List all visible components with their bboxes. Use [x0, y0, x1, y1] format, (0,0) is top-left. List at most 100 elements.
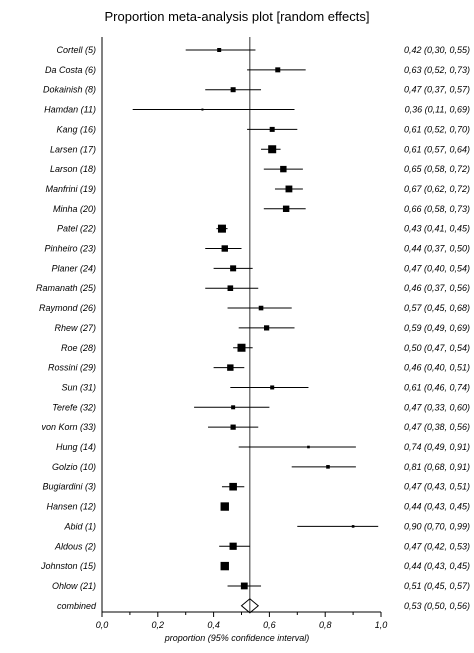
point-estimate	[220, 502, 229, 511]
point-estimate	[351, 525, 355, 528]
estimate-ci-label: 0,59 (0,49, 0,69)	[404, 323, 470, 333]
study-name: Johnston (15)	[40, 561, 96, 571]
study-row: Hansen (12) 0,44 (0,43, 0,45)	[46, 502, 470, 512]
study-row: Larsen (17) 0,61 (0,57, 0,64)	[50, 144, 470, 154]
study-row: Minha (20) 0,66 (0,58, 0,73)	[53, 204, 470, 214]
study-row: Raymond (26) 0,57 (0,45, 0,68)	[39, 303, 470, 313]
study-row: Patel (22) 0,43 (0,41, 0,45)	[57, 224, 470, 234]
point-estimate	[264, 325, 270, 331]
study-name: Terefe (32)	[52, 402, 96, 412]
estimate-ci-label: 0,42 (0,30, 0,55)	[404, 45, 470, 55]
point-estimate	[217, 48, 222, 52]
study-name: Patel (22)	[57, 224, 96, 234]
x-axis: 0,0 0,2 0,4 0,6 0,8 1,0	[96, 37, 388, 630]
study-row: Dokainish (8) 0,47 (0,37, 0,57)	[43, 85, 470, 95]
point-estimate	[220, 561, 229, 571]
estimate-ci-label: 0,47 (0,42, 0,53)	[404, 541, 470, 551]
point-estimate	[269, 126, 275, 132]
study-name: Golzio (10)	[52, 462, 96, 472]
estimate-ci-label: 0,47 (0,37, 0,57)	[404, 85, 470, 95]
estimate-ci-label: 0,47 (0,33, 0,60)	[404, 402, 470, 412]
study-name: Rossini (29)	[48, 363, 96, 373]
x-axis-label: proportion (95% confidence interval)	[164, 633, 310, 643]
study-name: Dokainish (8)	[43, 85, 96, 95]
study-name: Raymond (26)	[39, 303, 96, 313]
study-name: Pinheiro (23)	[44, 244, 96, 254]
point-estimate	[227, 364, 234, 371]
estimate-ci-label: 0,46 (0,37, 0,56)	[404, 283, 470, 293]
estimate-ci-label: 0,61 (0,52, 0,70)	[404, 124, 470, 134]
x-tick-label: 0,6	[263, 620, 276, 630]
estimate-ci-label: 0,66 (0,58, 0,73)	[404, 204, 470, 214]
chart-title: Proportion meta-analysis plot [random ef…	[105, 9, 370, 24]
study-row: Bugiardini (3) 0,47 (0,43, 0,51)	[42, 482, 470, 492]
point-estimate	[230, 87, 236, 93]
x-tick-label: 1,0	[375, 620, 388, 630]
estimate-ci-label: 0,47 (0,40, 0,54)	[404, 263, 470, 273]
study-name: Larsen (17)	[50, 144, 96, 154]
study-name: Larson (18)	[50, 164, 96, 174]
study-row: Abid (1) 0,90 (0,70, 0,99)	[63, 521, 470, 531]
point-estimate	[231, 405, 236, 410]
point-estimate	[229, 482, 237, 491]
study-row: Hung (14) 0,74 (0,49, 0,91)	[56, 442, 470, 452]
study-row: Rhew (27) 0,59 (0,49, 0,69)	[54, 323, 470, 333]
study-row: Sun (31) 0,61 (0,46, 0,74)	[61, 382, 470, 392]
point-estimate	[217, 224, 226, 233]
study-name: Sun (31)	[61, 382, 96, 392]
study-row: Roe (28) 0,50 (0,47, 0,54)	[61, 343, 470, 353]
estimate-ci-label: 0,50 (0,47, 0,54)	[404, 343, 470, 353]
study-name: Manfrini (19)	[45, 184, 96, 194]
study-name: Hansen (12)	[46, 502, 96, 512]
estimate-ci-label: 0,81 (0,68, 0,91)	[404, 462, 470, 472]
point-estimate	[275, 67, 281, 73]
study-row: Ohlow (21) 0,51 (0,45, 0,57)	[52, 581, 470, 591]
study-name: Rhew (27)	[54, 323, 96, 333]
study-row: Aldous (2) 0,47 (0,42, 0,53)	[54, 541, 470, 551]
point-estimate	[280, 165, 287, 173]
point-estimate	[230, 424, 236, 430]
estimate-ci-label: 0,67 (0,62, 0,72)	[404, 184, 470, 194]
estimate-ci-label: 0,61 (0,57, 0,64)	[404, 144, 470, 154]
study-row: Johnston (15) 0,44 (0,43, 0,45)	[40, 561, 470, 571]
study-name: Kang (16)	[56, 124, 96, 134]
estimate-ci-label: 0,46 (0,40, 0,51)	[404, 363, 470, 373]
combined-row: combined 0,53 (0,50, 0,56)	[57, 598, 470, 614]
estimate-ci-label: 0,65 (0,58, 0,72)	[404, 164, 470, 174]
x-tick-label: 0,4	[207, 620, 220, 630]
study-row: Golzio (10) 0,81 (0,68, 0,91)	[52, 462, 470, 472]
point-estimate	[227, 285, 234, 291]
study-row: Planer (24) 0,47 (0,40, 0,54)	[51, 263, 470, 273]
study-row: Terefe (32) 0,47 (0,33, 0,60)	[52, 402, 470, 412]
study-row: von Korn (33) 0,47 (0,38, 0,56)	[41, 422, 470, 432]
study-row: Pinheiro (23) 0,44 (0,37, 0,50)	[44, 244, 470, 254]
study-name: Bugiardini (3)	[42, 482, 96, 492]
x-tick-label: 0,0	[96, 620, 109, 630]
estimate-ci-label: 0,44 (0,43, 0,45)	[404, 561, 470, 571]
study-name: Da Costa (6)	[45, 65, 96, 75]
estimate-ci-label: 0,61 (0,46, 0,74)	[404, 382, 470, 392]
point-estimate	[221, 245, 228, 252]
point-estimate	[240, 582, 248, 590]
point-estimate	[230, 265, 237, 272]
study-row: Da Costa (6) 0,63 (0,52, 0,73)	[45, 65, 470, 75]
point-estimate	[258, 305, 264, 311]
study-name: Aldous (2)	[54, 541, 96, 551]
study-name: Planer (24)	[51, 263, 96, 273]
study-rows: Cortell (5) 0,42 (0,30, 0,55) Da Costa (6)…	[36, 45, 470, 614]
study-name: Ramanath (25)	[36, 283, 96, 293]
study-name: Abid (1)	[63, 521, 96, 531]
point-estimate	[285, 185, 293, 193]
point-estimate	[307, 445, 310, 449]
estimate-ci-label: 0,74 (0,49, 0,91)	[404, 442, 470, 452]
estimate-ci-label: 0,36 (0,11, 0,69)	[405, 105, 470, 115]
study-name: Ohlow (21)	[52, 581, 96, 591]
estimate-ci-label: 0,43 (0,41, 0,45)	[404, 224, 470, 234]
study-row: Cortell (5) 0,42 (0,30, 0,55)	[56, 45, 470, 55]
point-estimate	[201, 108, 204, 111]
x-tick-label: 0,8	[319, 620, 332, 630]
study-row: Rossini (29) 0,46 (0,40, 0,51)	[48, 363, 470, 373]
study-name: von Korn (33)	[41, 422, 96, 432]
point-estimate	[268, 145, 277, 154]
point-estimate	[282, 205, 290, 212]
